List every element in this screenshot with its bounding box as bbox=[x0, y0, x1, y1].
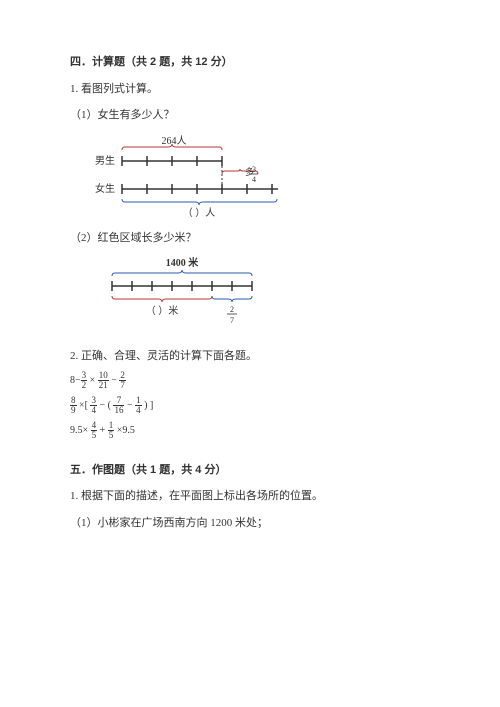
d2-frac-den: 7 bbox=[230, 316, 234, 325]
l2m1: ×[ bbox=[77, 399, 91, 410]
d1-bottom-label: （ ）人 bbox=[183, 207, 216, 218]
q2-title: 2. 正确、合理、灵活的计算下面各题。 bbox=[70, 348, 440, 365]
l1f3d: 7 bbox=[119, 381, 126, 390]
s5q1-sub1: （1）小彬家在广场西南方向 1200 米处； bbox=[70, 515, 440, 532]
l1f2n: 10 bbox=[98, 371, 109, 381]
l3end: ×9.5 bbox=[114, 424, 135, 435]
calc-l3: 9.5× 45 + 15 ×9.5 bbox=[70, 421, 440, 440]
q1-sub2: （2）红色区域长多少米？ bbox=[70, 230, 440, 247]
l2f3n: 7 bbox=[113, 396, 124, 406]
l3mid: + bbox=[97, 424, 108, 435]
section4-header: 四．计算题（共 2 题，共 12 分） bbox=[70, 54, 440, 71]
l1f3n: 2 bbox=[119, 371, 126, 381]
diagram2: 1400 米 （ ）米 2 7 bbox=[82, 256, 440, 330]
l2f3d: 16 bbox=[113, 406, 124, 415]
q1-title: 1. 看图列式计算。 bbox=[70, 81, 440, 98]
d1-girls-label: 女生 bbox=[95, 182, 115, 195]
l1f2d: 21 bbox=[98, 381, 109, 390]
d1-frac-den: 4 bbox=[252, 175, 256, 184]
d2-bottom-label: （ ）米 bbox=[146, 304, 179, 317]
q1-sub1: （1）女生有多少人？ bbox=[70, 107, 440, 124]
d1-boys-label: 男生 bbox=[95, 154, 115, 167]
l2end: ) ] bbox=[142, 399, 154, 410]
diagram1: 264人 男生 多 3 4 女生 （ ）人 bbox=[82, 134, 440, 218]
section5-header: 五．作图题（共 1 题，共 4 分） bbox=[70, 462, 440, 479]
calc-l1: 8−32 × 1021 − 27 bbox=[70, 371, 440, 390]
l1m2: − bbox=[109, 374, 120, 385]
l1m1: × bbox=[87, 374, 98, 385]
d2-frac-num: 2 bbox=[230, 305, 234, 314]
d1-frac-num: 3 bbox=[252, 165, 256, 174]
d1-top-label: 264人 bbox=[162, 135, 187, 147]
l2m3: − bbox=[124, 399, 135, 410]
d2-top-label: 1400 米 bbox=[166, 256, 200, 269]
s5q1-title: 1. 根据下面的描述，在平面图上标出各场所的位置。 bbox=[70, 488, 440, 505]
calc-l2: 89 ×[ 34 − ( 716 − 14 ) ] bbox=[70, 396, 440, 415]
l1-start: 8− bbox=[70, 374, 81, 385]
l3start: 9.5× bbox=[70, 424, 91, 435]
l2m2: − ( bbox=[97, 399, 113, 410]
